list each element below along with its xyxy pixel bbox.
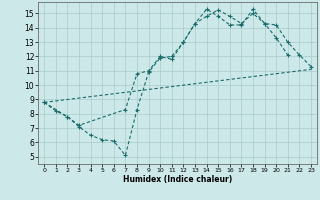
X-axis label: Humidex (Indice chaleur): Humidex (Indice chaleur) bbox=[123, 175, 232, 184]
